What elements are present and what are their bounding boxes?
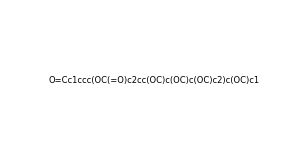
Text: O=Cc1ccc(OC(=O)c2cc(OC)c(OC)c(OC)c2)c(OC)c1: O=Cc1ccc(OC(=O)c2cc(OC)c(OC)c(OC)c2)c(OC… <box>49 76 260 85</box>
